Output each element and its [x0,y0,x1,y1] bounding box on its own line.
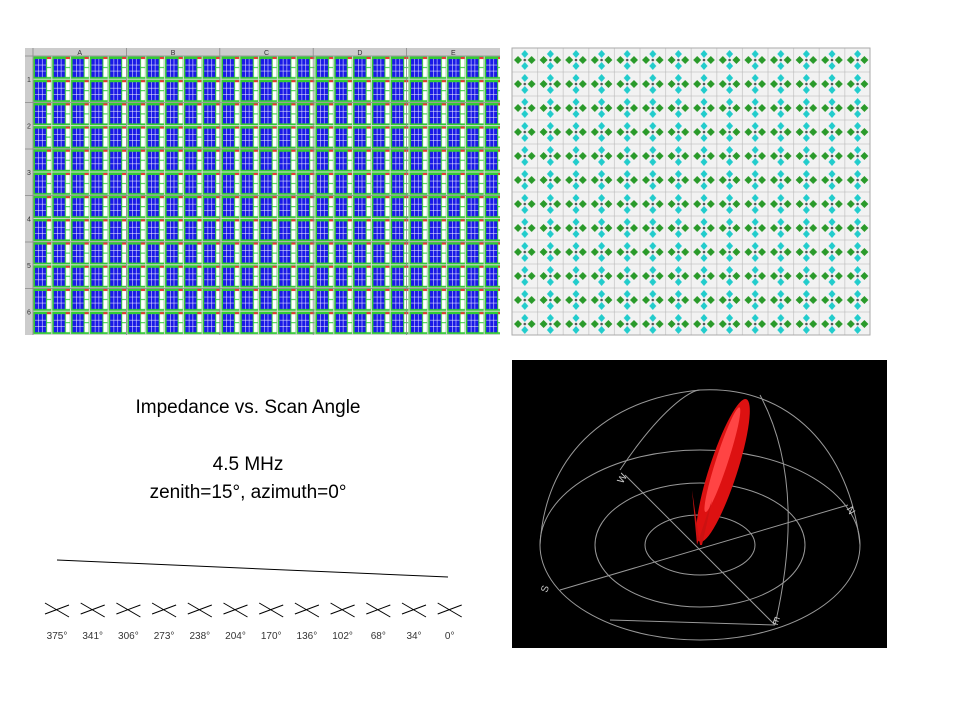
row-label: 1 [27,77,31,84]
array-grid-image: A B C D E 1 2 3 4 5 6 [25,48,500,335]
scan-cross [401,602,427,618]
column-label: D [357,50,362,57]
scan-label: 273° [154,631,175,642]
scan-cross [116,602,141,618]
row-label: 6 [27,310,31,317]
scan-cross [151,602,177,618]
scan-cross [80,602,105,618]
scan-cross [330,602,355,618]
scan-cross [187,602,213,618]
scan-cross [44,602,70,618]
row-label: 3 [27,170,31,177]
scan-label: 238° [189,631,210,642]
scan-label: 0° [445,631,455,642]
row-label: 5 [27,263,31,270]
scan-label: 341° [82,631,103,642]
scan-label: 102° [332,631,353,642]
scan-label: 375° [47,631,68,642]
column-label: B [171,50,176,57]
scan-label: 204° [225,631,246,642]
direction-label: S [539,584,552,594]
row-label: 4 [27,217,31,224]
scan-label: 34° [406,631,421,642]
scan-cross [294,602,320,618]
element-pattern-image [511,47,871,336]
pattern-plot [512,360,887,648]
column-label: A [77,50,82,57]
scan-cross [366,602,391,618]
scan-cross [223,602,248,618]
scan-label: 306° [118,631,139,642]
plot-bg [512,360,887,648]
column-label: C [264,50,269,57]
main-lobe [696,399,750,542]
column-label: E [451,50,456,57]
scan-label: 136° [297,631,318,642]
side-lobes [692,490,712,545]
frequency: 4.5 MHz [213,454,284,475]
slide-title: Impedance vs. Scan Angle [136,397,361,418]
direction-label: E [771,615,781,628]
scan-cross [437,602,462,618]
scan-angles: zenith=15°, azimuth=0° [150,482,347,503]
impedance-line [56,559,449,578]
scan-cross [258,602,284,618]
row-label: 2 [27,124,31,131]
scan-label: 68° [371,631,386,642]
scan-label: 170° [261,631,282,642]
direction-label: N [844,505,857,517]
plot-wireframe [539,389,861,641]
